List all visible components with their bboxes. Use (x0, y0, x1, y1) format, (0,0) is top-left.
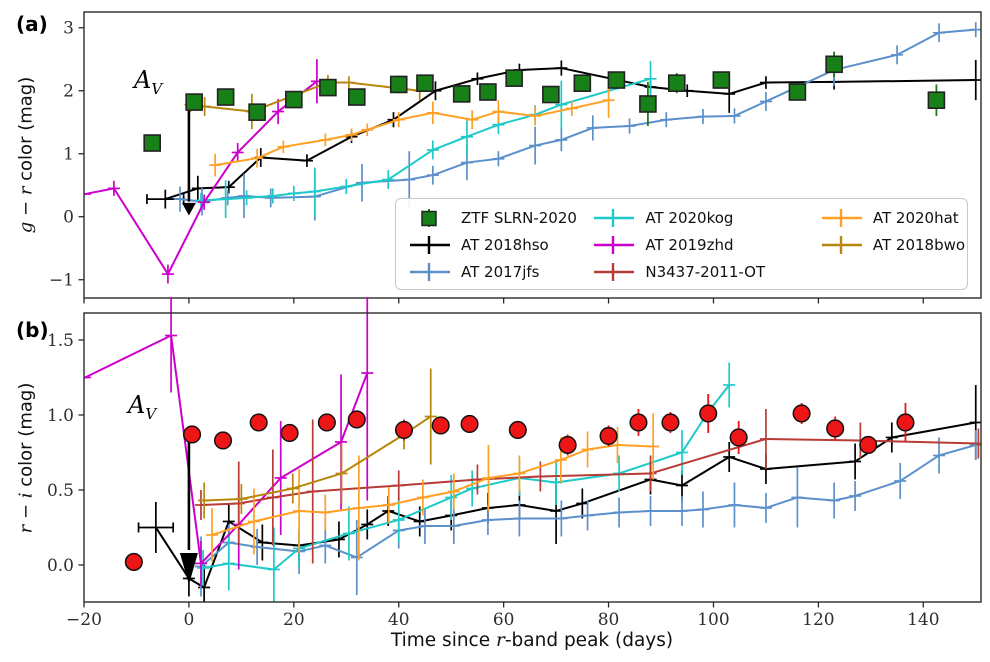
x-axis-label-post: -band peak (days) (504, 630, 674, 651)
legend-label: AT 2020kog (645, 208, 734, 227)
av-b-subscript: V (145, 404, 157, 423)
av-arrow-b (179, 440, 198, 585)
y-tick-label: 3 (63, 19, 74, 39)
y-axis-label-b: r − i color (mag) (16, 383, 37, 534)
legend-errorbar-marker-icon (594, 208, 635, 227)
legend-square-marker-icon (421, 208, 437, 227)
series-at-2020hat-line (209, 82, 615, 177)
av-extinction-annotation-b: AV (128, 393, 156, 422)
panel-b-spines (83, 312, 982, 603)
legend-errorbar-marker-icon (410, 235, 450, 254)
series-at-2018bwo-line (198, 368, 437, 519)
legend-errorbar-marker-icon (821, 235, 862, 254)
y-tick-label: 0.0 (47, 556, 74, 576)
x-tick-label: 120 (802, 610, 834, 630)
x-tick-label: 100 (697, 610, 729, 630)
y-axis-label-b-math: r − i (15, 492, 37, 534)
legend-label: AT 2018hso (461, 235, 549, 254)
legend-label: AT 2018bwo (872, 235, 966, 254)
x-tick-label: 20 (283, 610, 305, 630)
series-at-2020kog-line (194, 61, 657, 218)
y-axis-label-b-text: color (mag) (15, 382, 37, 493)
x-axis-label-math: r (495, 630, 505, 651)
x-axis-label-pre: Time since (390, 630, 496, 651)
x-tick-label: 60 (493, 610, 515, 630)
y-tick-label: 1.5 (47, 331, 74, 351)
series-ztf-slrn-2020-squares (143, 51, 946, 152)
y-tick-label: 1.0 (47, 406, 74, 426)
legend-label: AT 2020hat (872, 208, 959, 227)
series-at-2018hso-line (146, 59, 981, 209)
y-axis-label-a-math: g − r (15, 186, 37, 234)
x-tick-label: 40 (388, 610, 410, 630)
legend-item-at-2018hso: AT 2018hso (408, 231, 592, 258)
av-arrow-a (181, 100, 196, 216)
panel-letter-a: (a) (16, 12, 48, 36)
series-ztf-slrn-2020-circles (124, 393, 915, 572)
x-tick-label: 80 (598, 610, 620, 630)
series-at-2020kog-line (197, 362, 736, 602)
legend-item-at-2017jfs: AT 2017jfs (408, 258, 592, 285)
legend-errorbar-marker-icon (594, 235, 635, 254)
y-tick-label: −1 (49, 271, 74, 291)
legend-item-ztf-slrn-2020: ZTF SLRN-2020 (408, 204, 592, 231)
legend-label: AT 2017jfs (461, 262, 540, 281)
panel-letter-b: (b) (16, 318, 49, 342)
legend-label: AT 2019zhd (645, 235, 734, 254)
y-tick-label: 0 (63, 208, 74, 228)
panel-a-spines (83, 11, 982, 299)
legend-column-1: ZTF SLRN-2020 AT 2018hso AT 2017jfs (408, 204, 592, 285)
legend-item-at-2020kog: AT 2020kog (592, 204, 820, 231)
x-tick-label: 140 (907, 610, 939, 630)
legend-item-n3437-2011-ot: N3437-2011-OT (592, 258, 820, 285)
legend-errorbar-marker-icon (594, 262, 635, 281)
legend-item-at-2019zhd: AT 2019zhd (592, 231, 820, 258)
av-a-symbol: A (134, 66, 152, 94)
legend-label: ZTF SLRN-2020 (461, 208, 577, 227)
av-a-subscript: V (151, 79, 163, 98)
y-axis-label-a: g − r color (mag) (16, 77, 37, 233)
series-at-2019zhd-line (84, 59, 323, 284)
series-n3437-2011-ot-line (194, 408, 981, 564)
legend-errorbar-marker-icon (410, 262, 450, 281)
av-b-symbol: A (128, 391, 146, 419)
x-tick-label: −20 (66, 610, 102, 630)
legend-column-3: AT 2020hat AT 2018bwo (820, 204, 967, 258)
panel-a-ticks: −1 0 1 2 3 (49, 19, 924, 304)
panel-b-plot-area (84, 297, 981, 602)
y-tick-label: 1 (63, 145, 74, 165)
y-tick-label: 0.5 (47, 481, 74, 501)
panel-a-plot-area (84, 22, 981, 284)
x-axis-label: Time since r-band peak (days) (391, 630, 673, 651)
legend: ZTF SLRN-2020 AT 2018hso AT 2017jfs AT 2020… (395, 198, 968, 290)
legend-item-at-2020hat: AT 2020hat (820, 204, 967, 231)
av-extinction-annotation-a: AV (134, 68, 162, 97)
y-axis-label-a-text: color (mag) (15, 76, 37, 187)
panel-b-ticks: −20 0 20 40 60 80 100 120 140 0.0 0.5 1.0 1.5 (47, 331, 940, 630)
legend-column-2: AT 2020kog AT 2019zhd N3437-2011-OT (592, 204, 820, 285)
series-at-2017jfs-line (173, 22, 981, 221)
x-tick-label: 0 (183, 610, 194, 630)
legend-errorbar-marker-icon (821, 208, 862, 227)
legend-item-at-2018bwo: AT 2018bwo (820, 231, 967, 258)
y-tick-label: 2 (63, 82, 74, 102)
series-at-2020hat-line (205, 413, 660, 562)
legend-label: N3437-2011-OT (645, 262, 766, 281)
